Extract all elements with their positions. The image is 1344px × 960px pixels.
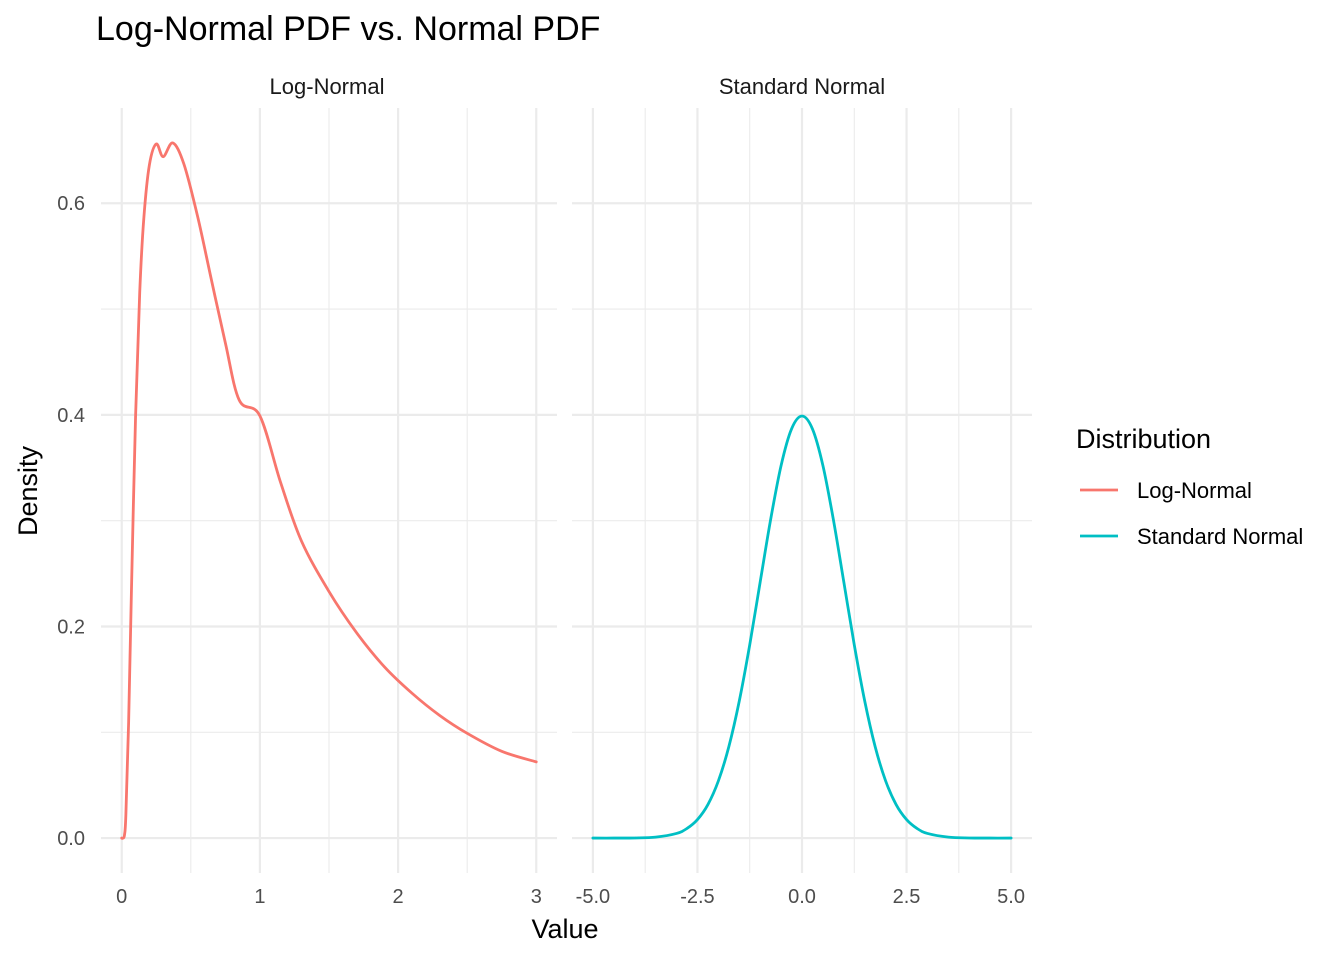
panel-grid xyxy=(572,108,1032,873)
x-tick-label: 5.0 xyxy=(997,886,1025,908)
y-tick-label: 0.0 xyxy=(57,828,85,850)
legend-label-standard-normal: Standard Normal xyxy=(1137,524,1303,549)
x-tick-label: -5.0 xyxy=(576,886,610,908)
x-tick-labels: 0 1 2 3 xyxy=(116,886,542,908)
panel-grid xyxy=(101,108,557,873)
x-tick-label: 1 xyxy=(254,886,265,908)
legend-title: Distribution xyxy=(1076,424,1211,454)
y-tick-labels: 0.0 0.2 0.4 0.6 xyxy=(57,193,85,850)
panel-standard-normal: Standard Normal -5.0 -2.5 0.0 2.5 5.0 xyxy=(572,74,1032,908)
strip-label-standard-normal: Standard Normal xyxy=(719,74,885,99)
legend-label-log-normal: Log-Normal xyxy=(1137,478,1252,503)
y-tick-label: 0.6 xyxy=(57,193,85,215)
panel-log-normal: Log-Normal 0 1 2 3 0.0 0.2 0.4 0.6 xyxy=(57,74,557,908)
chart-title: Log-Normal PDF vs. Normal PDF xyxy=(96,10,600,48)
x-tick-label: 2 xyxy=(393,886,404,908)
series-line-log-normal xyxy=(120,141,538,840)
x-tick-label: 0 xyxy=(116,886,127,908)
x-tick-label: 2.5 xyxy=(893,886,921,908)
x-tick-label: 3 xyxy=(531,886,542,908)
legend: Distribution Log-Normal Standard Normal xyxy=(1076,424,1303,549)
x-tick-label: 0.0 xyxy=(788,886,816,908)
y-tick-label: 0.4 xyxy=(57,405,85,427)
x-tick-label: -2.5 xyxy=(680,886,714,908)
series-line-standard-normal xyxy=(591,414,1013,840)
y-axis-title: Density xyxy=(13,445,43,536)
y-tick-label: 0.2 xyxy=(57,616,85,638)
x-tick-labels: -5.0 -2.5 0.0 2.5 5.0 xyxy=(576,886,1025,908)
strip-label-log-normal: Log-Normal xyxy=(270,74,385,99)
x-axis-title: Value xyxy=(531,914,598,944)
